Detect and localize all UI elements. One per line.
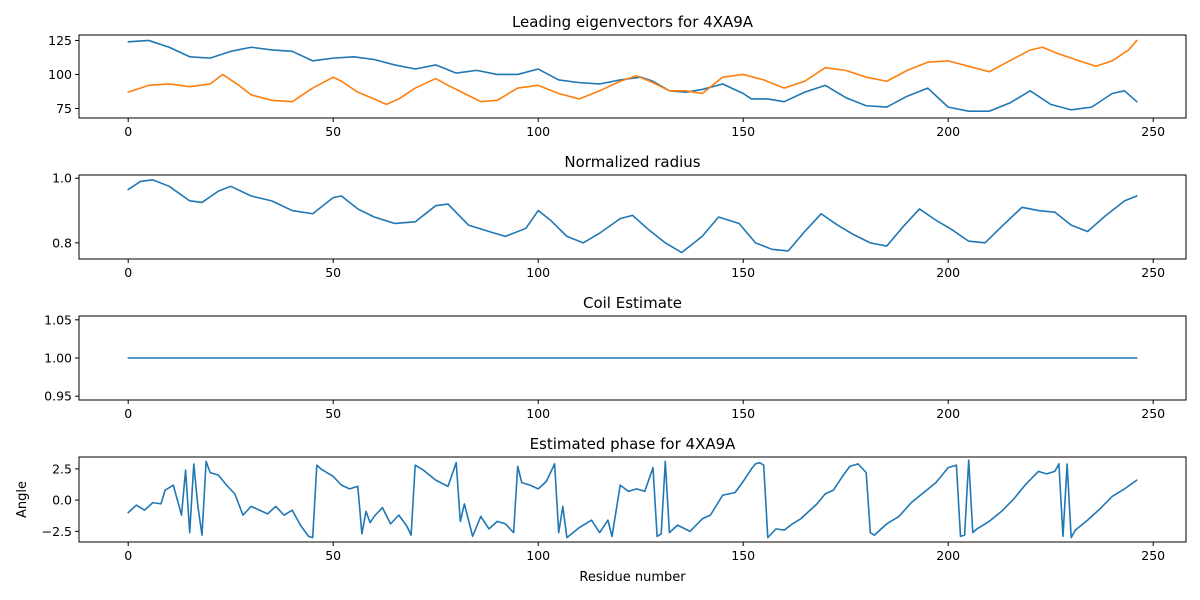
- y-tick-label: 1.05: [44, 312, 72, 327]
- x-tick-label: 150: [731, 406, 755, 421]
- chart-title: Normalized radius: [564, 153, 700, 171]
- y-tick-label: 1.00: [44, 351, 72, 366]
- chart-panel-2: 0 50 100 150 200 250 0.8 1.0 Normalized radius: [52, 153, 1187, 280]
- series-line-2: [127, 39, 1138, 106]
- x-tick-label: 50: [325, 124, 341, 139]
- x-tick-label: 50: [325, 548, 341, 563]
- y-axis-label: Angle: [15, 481, 30, 518]
- x-tick-label: 150: [731, 265, 755, 280]
- x-tick-label: 0: [124, 548, 132, 563]
- x-tick-label: 200: [936, 124, 960, 139]
- x-tick-label: 150: [731, 124, 755, 139]
- series-line-1: [127, 39, 1138, 112]
- x-tick-label: 0: [124, 265, 132, 280]
- x-tick-label: 50: [325, 265, 341, 280]
- series-line-1: [127, 179, 1138, 254]
- y-tick-label: 0.95: [44, 389, 72, 404]
- x-tick-label: 100: [526, 548, 550, 563]
- x-tick-label: 250: [1141, 124, 1165, 139]
- x-tick-label: 0: [124, 406, 132, 421]
- y-tick-label: 0.8: [52, 235, 72, 250]
- x-tick-label: 0: [124, 124, 132, 139]
- x-tick-label: 100: [526, 265, 550, 280]
- y-tick-label: 100: [48, 67, 72, 82]
- x-tick-label: 250: [1141, 548, 1165, 563]
- chart-title: Estimated phase for 4XA9A: [530, 435, 737, 453]
- x-tick-label: 200: [936, 265, 960, 280]
- chart-panel-3: 0 50 100 150 200 250 0.95 1.00 1.05 Coil Estimate: [44, 294, 1187, 421]
- x-tick-label: 150: [731, 548, 755, 563]
- y-tick-label: 75: [56, 101, 72, 116]
- x-tick-label: 250: [1141, 265, 1165, 280]
- plot-frame: [78, 174, 1187, 260]
- x-tick-label: 100: [526, 124, 550, 139]
- y-tick-label: 125: [48, 33, 72, 48]
- chart-title: Leading eigenvectors for 4XA9A: [512, 13, 754, 31]
- y-tick-label: −2.5: [42, 524, 72, 539]
- x-axis-label: Residue number: [579, 570, 686, 585]
- chart-panel-4: 0 50 100 150 200 250 −2.5 0.0 2.5 Estimated phase…: [15, 435, 1187, 585]
- x-tick-label: 50: [325, 406, 341, 421]
- plot-frame: [78, 456, 1187, 543]
- y-tick-label: 2.5: [52, 461, 72, 476]
- series-line-1: [127, 459, 1138, 539]
- plot-frame: [78, 34, 1187, 119]
- x-tick-label: 200: [936, 548, 960, 563]
- y-tick-label: 1.0: [52, 171, 72, 186]
- chart-title: Coil Estimate: [583, 294, 682, 312]
- x-tick-label: 200: [936, 406, 960, 421]
- x-tick-label: 250: [1141, 406, 1165, 421]
- x-tick-label: 100: [526, 406, 550, 421]
- chart-panel-1: 0 50 100 150 200 250 75 100 125 Leading eigenvect…: [48, 13, 1187, 139]
- y-tick-label: 0.0: [52, 493, 72, 508]
